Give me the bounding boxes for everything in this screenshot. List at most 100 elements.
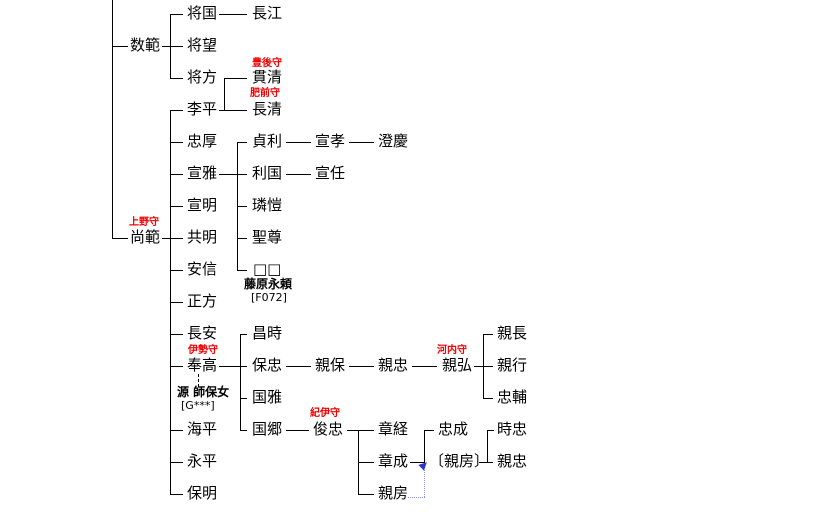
- tree-line: [424, 430, 425, 463]
- tree-line: [240, 334, 241, 431]
- governor-title-label: 紀伊守: [310, 408, 340, 419]
- person-name: 数範: [130, 36, 161, 54]
- tree-line: [162, 46, 183, 47]
- tree-line: [219, 110, 247, 111]
- tree-line: [349, 366, 374, 367]
- tree-line: [219, 366, 247, 367]
- person-name: 利国: [252, 164, 283, 182]
- tree-line: [410, 462, 424, 463]
- tree-line: [412, 366, 437, 367]
- person-name: 保明: [187, 484, 218, 502]
- person-name: 共明: [187, 228, 218, 246]
- person-name: 忠成: [438, 420, 469, 438]
- person-name: 澄慶: [378, 132, 409, 150]
- tree-line: [170, 78, 183, 79]
- tree-line: [240, 430, 247, 431]
- reference-arrow-line: [424, 470, 425, 497]
- person-name: 親忠: [497, 452, 528, 470]
- tree-line: [170, 270, 183, 271]
- person-name: 長江: [252, 4, 283, 22]
- person-name: 親行: [497, 356, 528, 374]
- tree-line: [237, 238, 247, 239]
- tree-line: [170, 462, 183, 463]
- reference-arrow-line: [408, 497, 425, 498]
- person-name: 安信: [187, 260, 218, 278]
- tree-line: [224, 78, 247, 79]
- person-name: 永平: [187, 452, 218, 470]
- note-label: 源 師保女: [177, 385, 230, 399]
- tree-line: [358, 462, 374, 463]
- tree-line: [170, 142, 183, 143]
- person-name: 親弘: [442, 356, 473, 374]
- person-name: 長安: [187, 324, 218, 342]
- person-name: 尚範: [130, 228, 161, 246]
- person-name: 国雅: [252, 388, 283, 406]
- tree-line: [347, 430, 374, 431]
- tree-line: [286, 142, 311, 143]
- tree-line: [424, 430, 434, 431]
- person-name: 親房: [378, 484, 409, 502]
- person-name: 昌時: [252, 324, 283, 342]
- tree-line: [286, 174, 311, 175]
- governor-title-label: 河内守: [437, 345, 467, 356]
- tree-line: [162, 238, 183, 239]
- tree-line: [487, 430, 494, 431]
- person-name: 将方: [187, 68, 218, 86]
- governor-title-label: 上野守: [129, 217, 159, 228]
- person-name: 奉高: [187, 356, 218, 374]
- tree-line: [483, 334, 493, 335]
- tree-line: [237, 206, 247, 207]
- tree-line: [286, 430, 309, 431]
- tree-line: [487, 430, 488, 463]
- tree-line: [349, 142, 374, 143]
- person-name: 保忠: [252, 356, 283, 374]
- person-name: □□: [253, 260, 282, 278]
- tree-line: [113, 238, 128, 239]
- person-name: 将国: [187, 4, 218, 22]
- person-name: 貞利: [252, 132, 283, 150]
- tree-line: [170, 334, 183, 335]
- tree-line: [240, 334, 247, 335]
- person-name: 貫清: [252, 68, 283, 86]
- tree-line: [474, 366, 493, 367]
- tree-line: [286, 366, 311, 367]
- tree-line: [170, 206, 183, 207]
- tree-line: [483, 398, 493, 399]
- person-name: 忠厚: [187, 132, 218, 150]
- person-name: 璘愷: [252, 196, 283, 214]
- person-name: 章成: [378, 452, 409, 470]
- governor-title-label: 豊後守: [252, 58, 282, 69]
- tree-line: [170, 302, 183, 303]
- tree-line: [170, 110, 183, 111]
- tree-line: [170, 430, 183, 431]
- person-name: 海平: [187, 420, 218, 438]
- person-name: 親長: [497, 324, 528, 342]
- person-name: 俊忠: [313, 420, 344, 438]
- person-name: 正方: [187, 292, 218, 310]
- person-name: 親忠: [378, 356, 409, 374]
- tree-line: [358, 494, 374, 495]
- governor-title-label: 伊勢守: [188, 345, 218, 356]
- tree-line: [219, 14, 247, 15]
- governor-title-label: 肥前守: [250, 88, 280, 99]
- person-name: 忠輔: [497, 388, 528, 406]
- tree-line: [113, 46, 128, 47]
- person-name: 宣雅: [187, 164, 218, 182]
- tree-line: [237, 270, 247, 271]
- tree-line: [237, 142, 247, 143]
- person-name: 国郷: [252, 420, 283, 438]
- tree-line: [240, 398, 247, 399]
- person-name: 宣明: [187, 196, 218, 214]
- tree-line: [219, 174, 247, 175]
- person-name: 親保: [315, 356, 346, 374]
- person-name: 時忠: [497, 420, 528, 438]
- person-name: 宣孝: [315, 132, 346, 150]
- person-name: 李平: [187, 100, 218, 118]
- reference-code: [G***]: [181, 399, 215, 412]
- tree-line: [224, 78, 225, 111]
- tree-line: [112, 0, 113, 239]
- person-name: 将望: [187, 36, 218, 54]
- note-label: 藤原永頼: [244, 277, 293, 291]
- tree-line: [170, 14, 183, 15]
